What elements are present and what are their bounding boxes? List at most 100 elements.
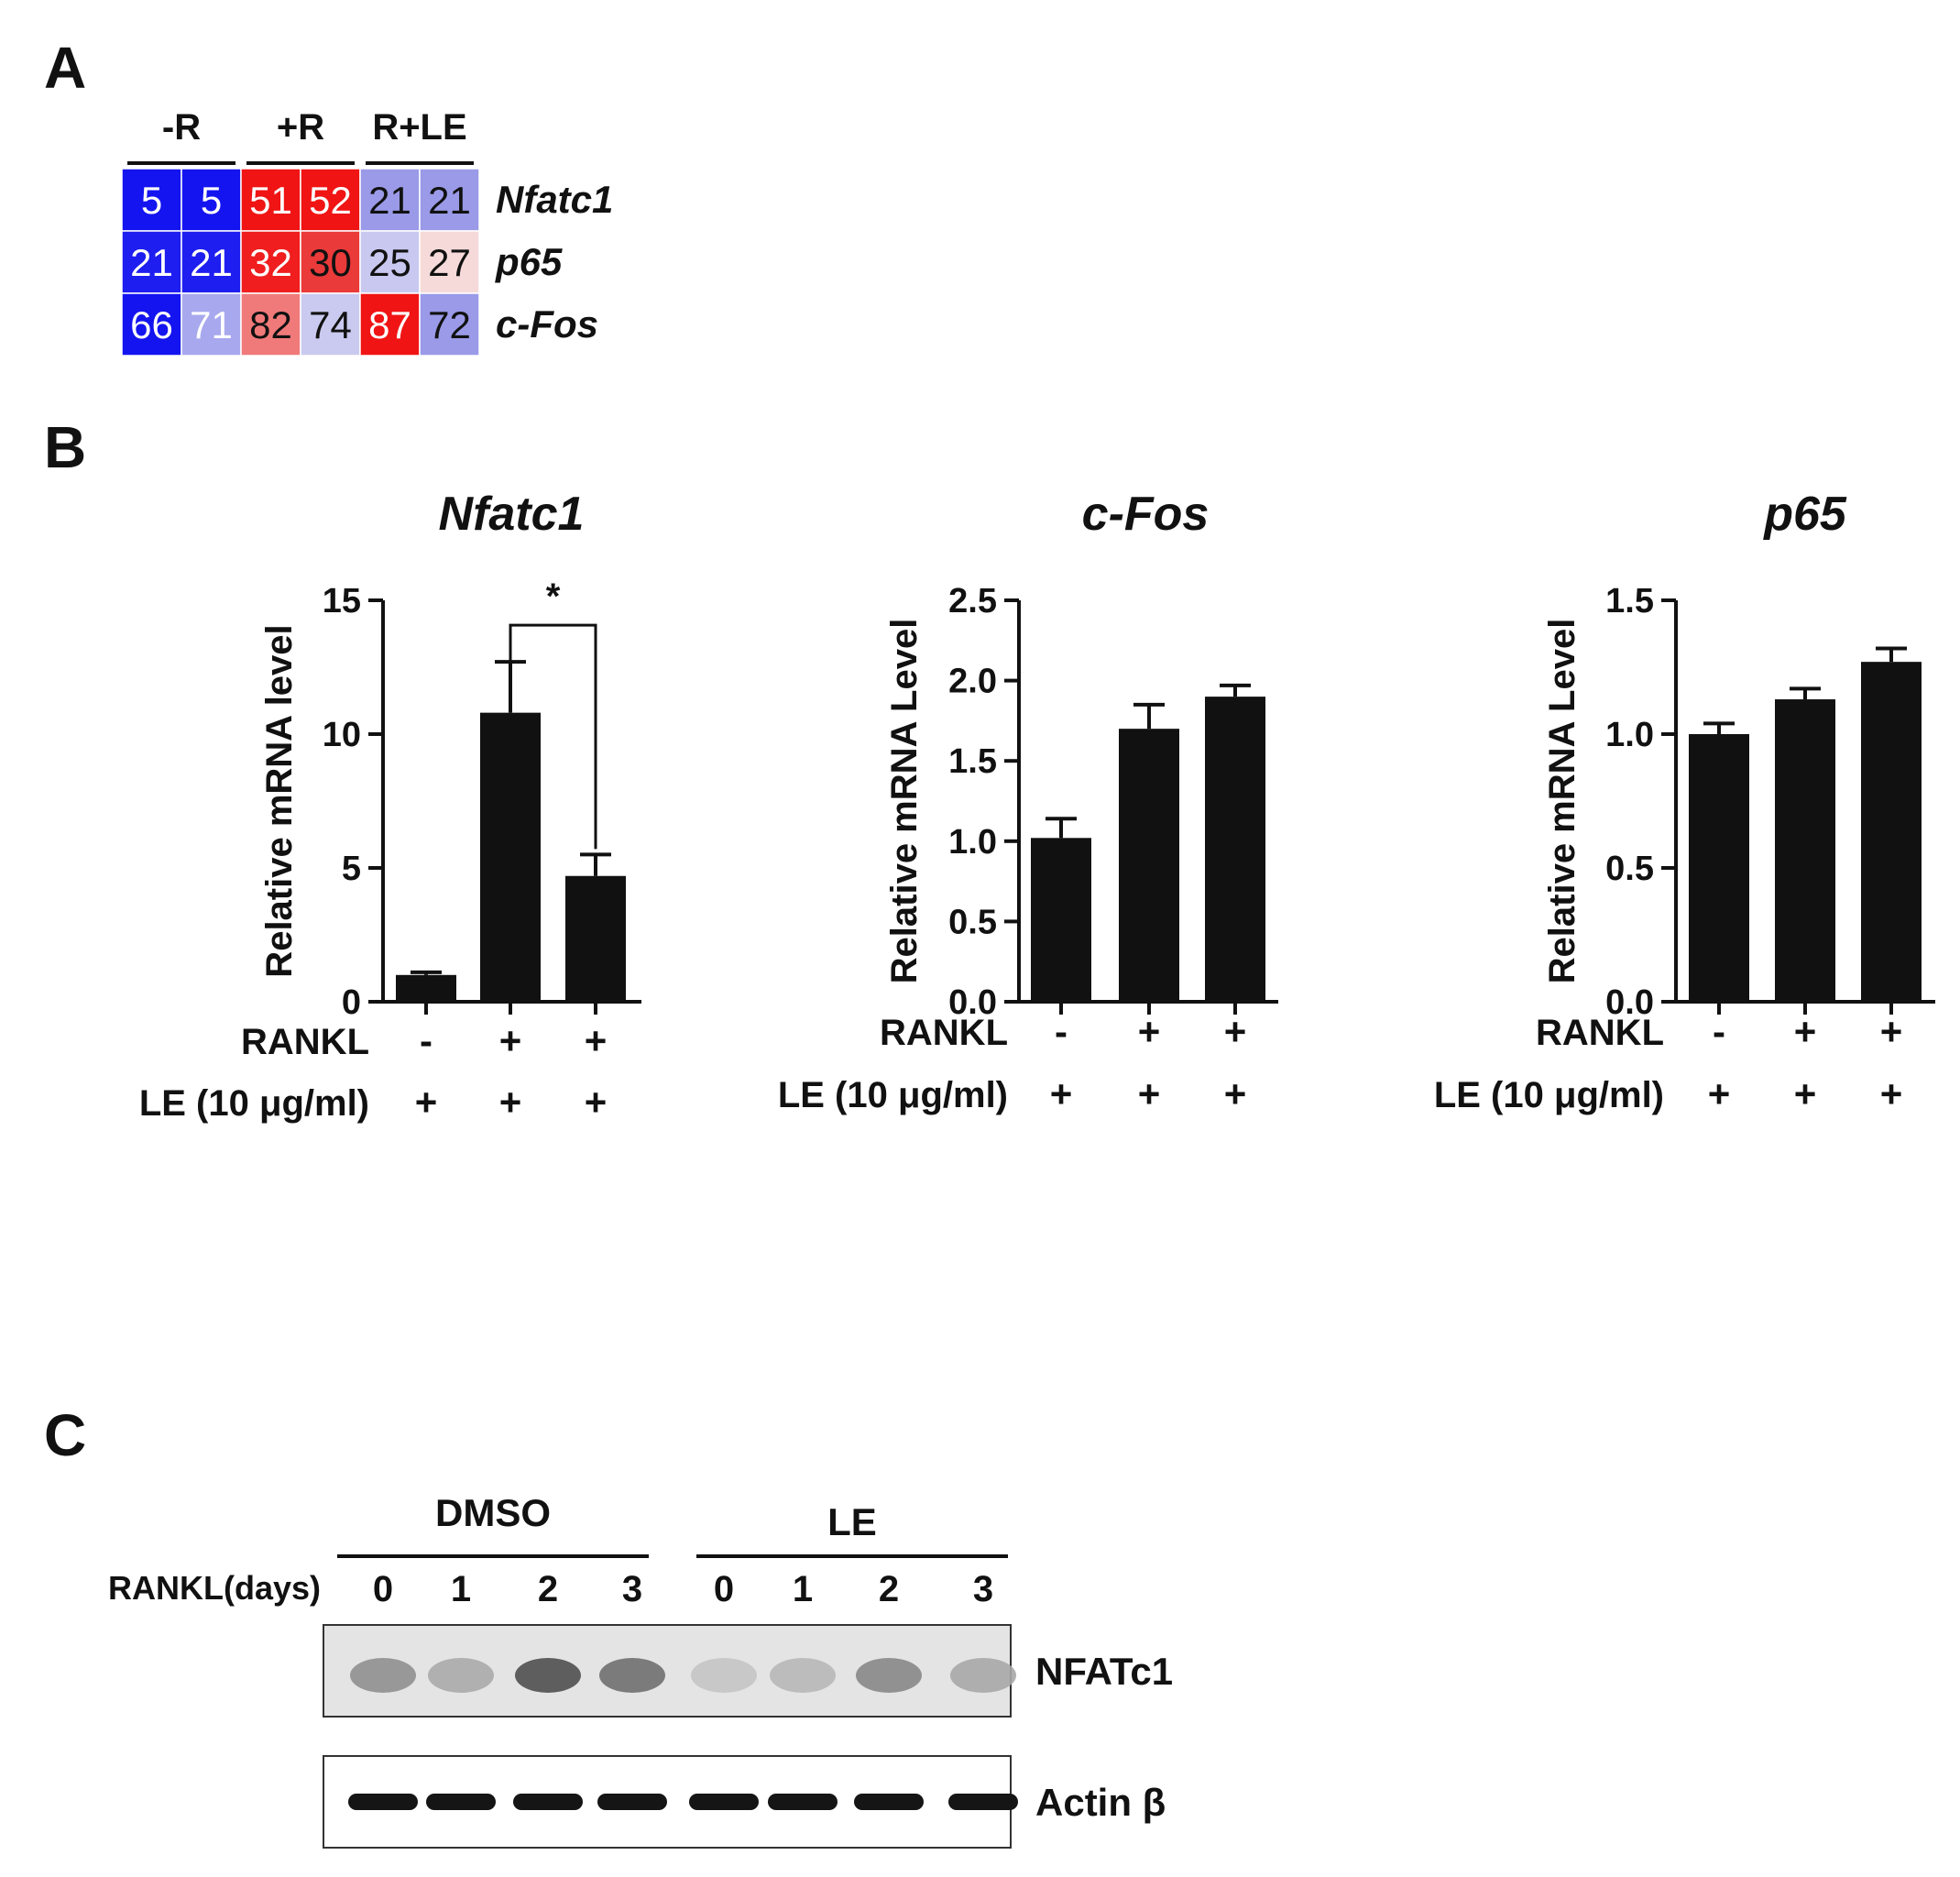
condition-symbol: + bbox=[585, 1019, 608, 1062]
chart-1: Nfatc1 Relative mRNA level 0 5 10 15 * RANKL - + +… bbox=[139, 488, 641, 1124]
condition-label: RANKL bbox=[880, 1013, 1008, 1053]
condition-symbol: + bbox=[1880, 1072, 1903, 1115]
condition-symbol: + bbox=[1224, 1010, 1247, 1053]
heatmap-cell-value: 21 bbox=[190, 241, 233, 284]
condition-label: RANKL bbox=[1536, 1013, 1664, 1053]
condition-symbol: + bbox=[1050, 1072, 1073, 1115]
y-tick-label: 0.5 bbox=[948, 903, 997, 941]
condition-symbol: + bbox=[1138, 1010, 1161, 1053]
y-tick-label: 5 bbox=[342, 850, 361, 888]
condition-symbol: + bbox=[1794, 1072, 1817, 1115]
condition-label: LE (10 μg/ml) bbox=[1434, 1075, 1664, 1115]
bar-charts: Nfatc1 Relative mRNA level 0 5 10 15 * RANKL - + +… bbox=[139, 488, 1935, 1124]
blot-lane-label: 0 bbox=[373, 1569, 393, 1609]
heatmap-cell-value: 5 bbox=[141, 179, 162, 222]
blot-band bbox=[768, 1794, 838, 1810]
blot-band bbox=[348, 1794, 418, 1810]
heatmap-cell-value: 51 bbox=[249, 179, 292, 222]
y-tick-label: 15 bbox=[323, 582, 361, 620]
heatmap-cell-value: 52 bbox=[309, 179, 352, 222]
y-tick-label: 10 bbox=[323, 716, 361, 754]
y-tick-label: 0.0 bbox=[1605, 983, 1654, 1022]
blot-band bbox=[950, 1658, 1016, 1693]
condition-label: LE (10 μg/ml) bbox=[139, 1083, 369, 1124]
panel-label-c: C bbox=[44, 1402, 86, 1468]
chart-2: c-Fos Relative mRNA Level 0.0 0.5 1.0 1.5 2.0 2… bbox=[778, 488, 1278, 1115]
y-axis-label: Relative mRNA level bbox=[259, 624, 300, 977]
blot-lane-label: 0 bbox=[714, 1569, 734, 1609]
blot-band bbox=[856, 1658, 922, 1693]
bar bbox=[1205, 697, 1265, 1002]
bar bbox=[1775, 699, 1835, 1002]
heatmap-cell-value: 87 bbox=[368, 303, 411, 346]
y-tick-label: 0.5 bbox=[1605, 850, 1654, 888]
heatmap-cell-value: 32 bbox=[249, 241, 292, 284]
condition-label: LE (10 μg/ml) bbox=[778, 1075, 1008, 1115]
heatmap-cell bbox=[121, 168, 182, 232]
blot-name-label: NFATc1 bbox=[1035, 1650, 1173, 1693]
chart-title: Nfatc1 bbox=[439, 488, 585, 541]
heatmap-cell bbox=[359, 230, 421, 294]
heatmap-cell bbox=[300, 292, 361, 357]
heatmap-cell-value: 25 bbox=[368, 241, 411, 284]
western-blot: DMSO LE RANKL(days) 0 1 2 3 0 1 2 3 NFATc1 Actin β bbox=[108, 1491, 1173, 1849]
blot-band bbox=[854, 1794, 924, 1810]
blot-lane-label: 2 bbox=[879, 1569, 899, 1609]
blot-band bbox=[691, 1658, 757, 1693]
heatmap-group-label: +R bbox=[277, 107, 324, 148]
blot-lane-label: 1 bbox=[451, 1569, 471, 1609]
heatmap-row-label: c-Fos bbox=[496, 302, 598, 346]
heatmap-cell bbox=[240, 292, 301, 357]
heatmap-cell bbox=[419, 168, 480, 232]
heatmap-cell bbox=[419, 230, 480, 294]
heatmap-cell bbox=[181, 292, 242, 357]
condition-label: RANKL bbox=[241, 1022, 369, 1062]
bar bbox=[1031, 838, 1091, 1002]
condition-symbol: - bbox=[420, 1019, 433, 1062]
y-tick-label: 0 bbox=[342, 983, 361, 1022]
heatmap-cell-value: 82 bbox=[249, 303, 292, 346]
heatmap-cell-value: 21 bbox=[130, 241, 173, 284]
y-tick-label: 2.5 bbox=[948, 582, 997, 620]
condition-symbol: + bbox=[1138, 1072, 1161, 1115]
heatmap-cell-value: 21 bbox=[428, 179, 471, 222]
chart-title: p65 bbox=[1762, 488, 1847, 541]
panel-label-a: A bbox=[44, 35, 86, 101]
y-tick-label: 2.0 bbox=[948, 663, 997, 701]
heatmap-group-label: -R bbox=[162, 107, 201, 148]
heatmap: -R +R R+LE 5 5 51 52 21 21 Nfatc1 21 21 32 30 25 27 p65 6… bbox=[121, 107, 613, 357]
bar bbox=[1689, 734, 1749, 1002]
blot-band bbox=[426, 1794, 496, 1810]
y-tick-label: 1.5 bbox=[948, 742, 997, 781]
panel-label-b: B bbox=[44, 414, 86, 480]
blot-lane-label: 3 bbox=[973, 1569, 993, 1609]
condition-symbol: + bbox=[415, 1081, 438, 1124]
blot-lane-label: 1 bbox=[793, 1569, 813, 1609]
bar bbox=[565, 875, 626, 1002]
bar bbox=[1119, 729, 1179, 1002]
heatmap-cell bbox=[419, 292, 480, 357]
significance-marker: * bbox=[546, 576, 561, 617]
y-tick-label: 0.0 bbox=[948, 983, 997, 1022]
blot-band bbox=[515, 1658, 581, 1693]
blot-group-label: DMSO bbox=[435, 1491, 551, 1534]
heatmap-row-label: p65 bbox=[495, 240, 563, 283]
heatmap-cell bbox=[121, 292, 182, 357]
bar bbox=[480, 712, 541, 1002]
chart-3: p65 Relative mRNA Level 0.0 0.5 1.0 1.5 RANKL -… bbox=[1434, 488, 1935, 1115]
heatmap-cell-value: 5 bbox=[201, 179, 222, 222]
condition-symbol: + bbox=[499, 1019, 522, 1062]
condition-symbol: + bbox=[1794, 1010, 1817, 1053]
blot-band bbox=[770, 1658, 836, 1693]
bar bbox=[396, 974, 456, 1002]
heatmap-cell bbox=[121, 230, 182, 294]
heatmap-row-label: Nfatc1 bbox=[496, 178, 613, 221]
blot-band bbox=[513, 1794, 583, 1810]
y-tick-label: 1.0 bbox=[948, 823, 997, 862]
bar bbox=[1861, 662, 1922, 1002]
heatmap-cell-value: 71 bbox=[190, 303, 233, 346]
blot-band bbox=[597, 1794, 667, 1810]
heatmap-cell-value: 21 bbox=[368, 179, 411, 222]
heatmap-cell bbox=[300, 230, 361, 294]
